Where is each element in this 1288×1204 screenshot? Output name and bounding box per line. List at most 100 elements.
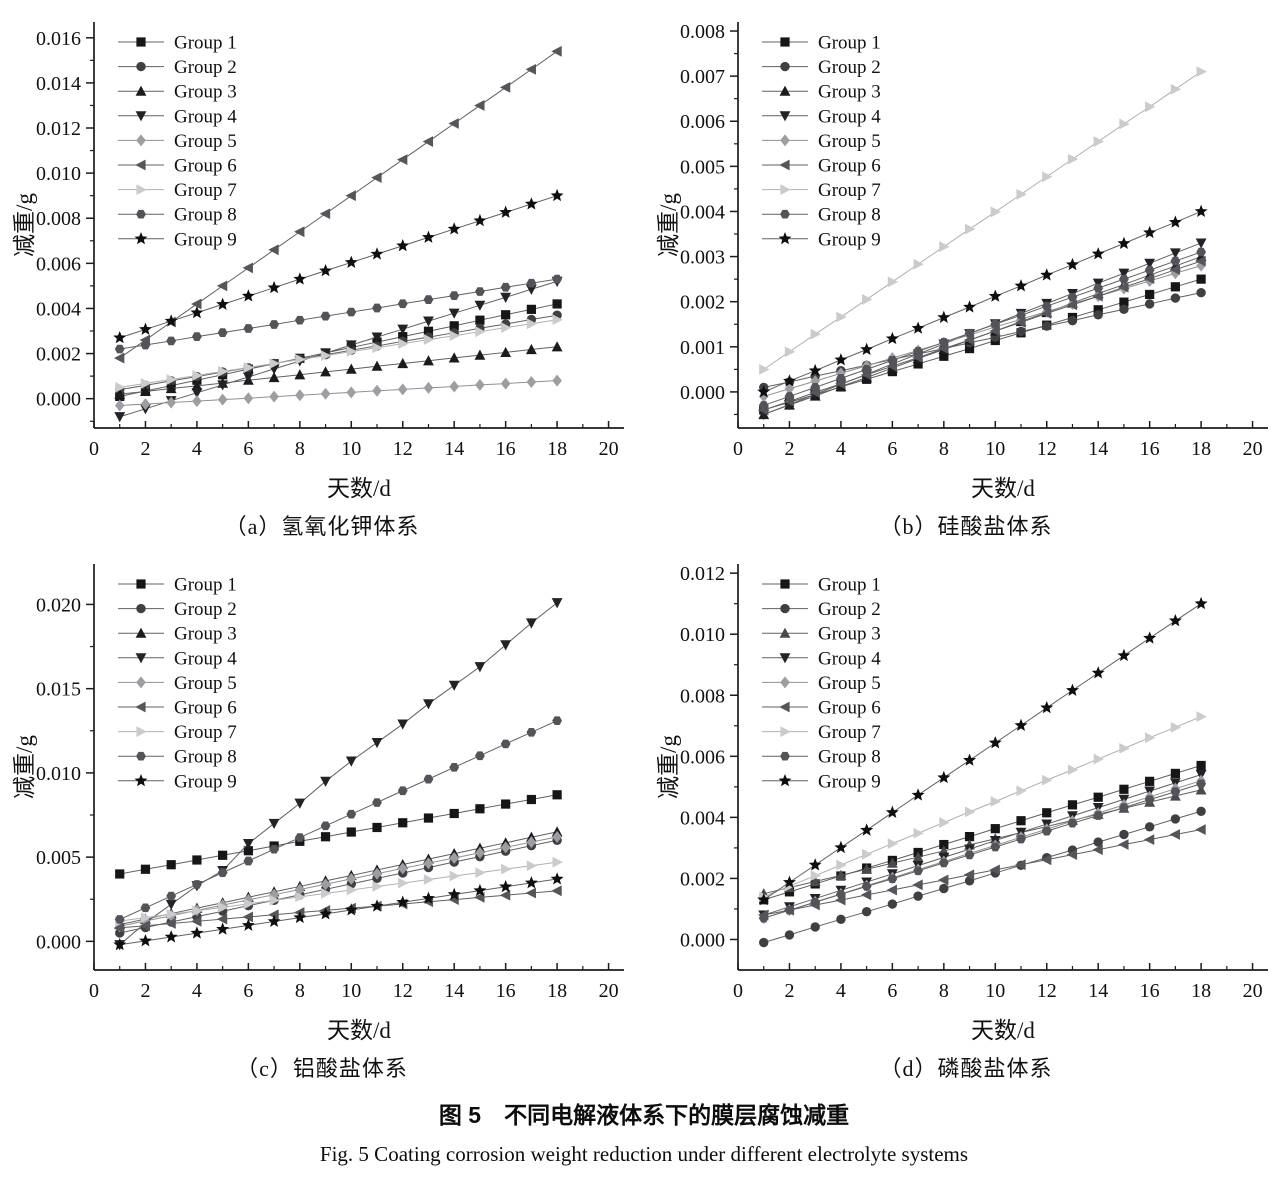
triangle-right-marker [1145, 732, 1156, 744]
chart-canvas-c: 0 2 4 6 8 10 12 14 16 18 20 0.000 0.005 0.010 0.015 0.0… [12, 564, 624, 1043]
triangle-right-marker [1170, 83, 1182, 95]
triangle-up-marker [835, 869, 847, 880]
triangle-right-marker [166, 374, 177, 385]
star-marker [499, 879, 513, 893]
circle-marker [1119, 304, 1129, 315]
series-group-9 [757, 596, 1208, 906]
hexagon-marker [758, 401, 769, 410]
circle-marker [810, 922, 820, 932]
triangle-left-marker [1040, 308, 1052, 319]
triangle-left-marker [938, 874, 949, 886]
square-marker [218, 850, 228, 860]
y-tick-label: 0.004 [680, 201, 725, 223]
hexagon-marker [320, 311, 331, 321]
legend-entry-2: Group 2 [118, 599, 237, 620]
legend-label: Group 6 [818, 698, 881, 719]
series-line-group-3 [763, 789, 1202, 895]
legend-entry-1: Group 1 [118, 575, 237, 596]
legend-triangle-left-marker [779, 701, 790, 713]
subplot-caption-a: （a）氢氧化钾体系 [224, 514, 420, 539]
circle-marker [1042, 321, 1052, 331]
x-tick-label: 14 [444, 438, 464, 460]
star-marker [1065, 683, 1079, 696]
series-line-group-6 [763, 260, 1202, 411]
series-line-group-2 [763, 292, 1202, 388]
legend-label: Group 1 [818, 33, 881, 54]
charts-grid: 0 2 4 6 8 10 12 14 16 18 20 0.000 0.002 0.004 0.006 0.0… [0, 8, 1288, 1092]
hexagon-marker [861, 882, 872, 891]
legend-triangle-up-marker [779, 85, 791, 96]
hexagon-marker [1144, 795, 1155, 805]
triangle-left-marker [242, 911, 253, 923]
diamond-marker [269, 390, 279, 403]
legend-entry-6: Group 6 [118, 156, 237, 177]
series-group-8 [758, 779, 1207, 923]
y-tick-label: 0.000 [36, 931, 81, 953]
star-marker [1117, 236, 1131, 249]
triangle-down-marker [371, 332, 383, 343]
series-group-6 [757, 255, 1206, 416]
diamond-marker [320, 387, 331, 400]
star-marker [1014, 718, 1028, 731]
triangle-left-marker [191, 915, 202, 927]
hexagon-marker [243, 856, 254, 866]
series-line-group-5 [763, 265, 1202, 397]
legend-entry-1: Group 1 [762, 575, 881, 596]
diamond-marker [552, 830, 562, 843]
x-tick-label: 6 [243, 438, 253, 460]
legend-triangle-right-marker [780, 726, 791, 737]
y-tick-label: 0.006 [680, 111, 725, 133]
legend-square-marker [780, 579, 790, 589]
star-marker [370, 247, 384, 260]
square-marker [552, 790, 562, 800]
hexagon-marker [758, 913, 769, 923]
triangle-right-marker [295, 354, 306, 365]
hexagon-marker [1144, 265, 1155, 275]
triangle-up-marker [912, 851, 924, 862]
y-axis-label: 减重/g [12, 193, 37, 257]
triangle-right-marker [295, 891, 306, 903]
triangle-right-marker [449, 870, 460, 882]
star-marker [911, 788, 925, 801]
series-line-group-5 [119, 380, 558, 406]
series-group-1 [115, 790, 562, 879]
legend-label: Group 8 [818, 205, 881, 226]
hexagon-marker [166, 891, 177, 901]
hexagon-marker [964, 850, 975, 860]
triangle-right-marker [836, 859, 847, 871]
triangle-left-marker [886, 884, 897, 896]
star-marker [396, 238, 410, 252]
series-line-group-4 [763, 774, 1202, 916]
legend-diamond-marker [780, 134, 790, 147]
chart-panel-b: 0 2 4 6 8 10 12 14 16 18 20 0.000 0.001 0.002 0.003 0.0… [644, 8, 1288, 550]
triangle-left-marker [1195, 255, 1206, 267]
square-marker [1145, 289, 1155, 300]
triangle-left-marker [989, 864, 1000, 876]
legend-label: Group 5 [818, 131, 881, 152]
legend-entry-8: Group 8 [118, 747, 237, 768]
diamond-marker [449, 380, 459, 393]
triangle-right-marker [1196, 66, 1207, 78]
series-line-group-8 [119, 278, 558, 350]
triangle-left-marker [294, 226, 305, 238]
legend-label: Group 1 [174, 575, 237, 596]
x-tick-label: 10 [341, 438, 361, 460]
hexagon-marker [269, 844, 279, 854]
hexagon-marker [887, 874, 898, 884]
triangle-up-marker [165, 382, 177, 394]
x-tick-label: 2 [784, 980, 794, 1002]
x-tick-label: 0 [89, 980, 99, 1002]
star-marker [473, 883, 487, 897]
legend-entry-8: Group 8 [762, 205, 881, 226]
triangle-down-marker [345, 340, 357, 351]
star-marker [782, 374, 796, 387]
star-marker [550, 188, 564, 202]
circle-marker [784, 930, 795, 940]
legend: Group 1 Group 2 Group 3 Group 4 Group 5 Group… [118, 575, 237, 792]
legend-square-marker [780, 37, 790, 47]
circle-marker [1170, 293, 1181, 303]
triangle-left-marker [319, 208, 331, 220]
hexagon-marker [320, 821, 331, 831]
y-tick-label: 0.006 [680, 746, 725, 768]
hexagon-marker [114, 344, 125, 354]
